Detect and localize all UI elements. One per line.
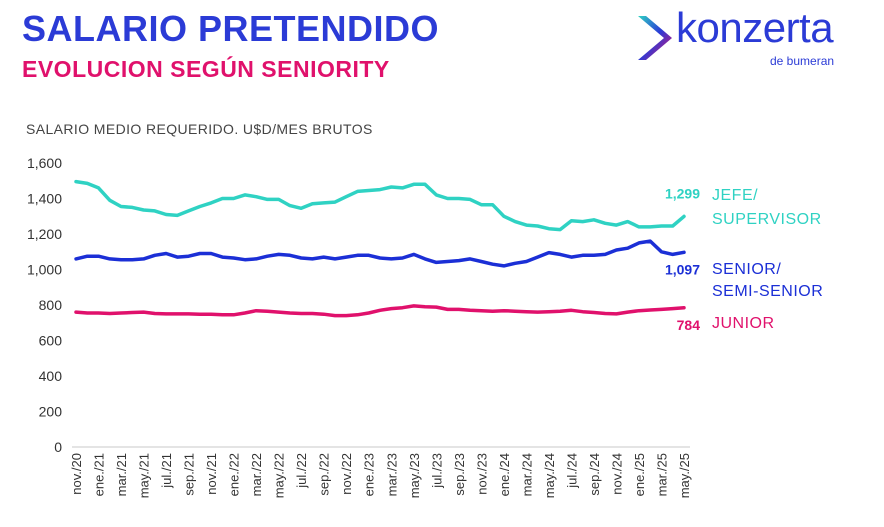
last-value-label-jefe: 1,299	[665, 185, 700, 201]
x-tick-label: jul./22	[294, 453, 309, 489]
series-name-jefe: JEFE/	[712, 187, 758, 204]
x-tick-label: may./22	[272, 453, 287, 498]
last-value-label-junior: 784	[677, 317, 701, 333]
series-name-senior: SENIOR/	[712, 261, 781, 278]
x-tick-label: ene./21	[92, 453, 107, 496]
x-tick-label: nov./22	[339, 453, 354, 495]
x-tick-label: nov./23	[474, 453, 489, 495]
x-tick-label: sep./21	[182, 453, 197, 496]
x-tick-label: nov./21	[204, 453, 219, 495]
x-tick-label: mar./23	[384, 453, 399, 496]
x-tick-label: sep./22	[317, 453, 332, 496]
x-tick-label: ene./24	[497, 453, 512, 496]
x-tick-label: sep./24	[587, 453, 602, 496]
x-tick-label: mar./22	[249, 453, 264, 496]
series-labels: 1,299 JEFE/SUPERVISOR 1,097 SENIOR/SEMI-SEN…	[665, 185, 823, 332]
last-value-label-senior: 1,097	[665, 261, 700, 277]
x-tick-label: may./24	[542, 453, 557, 498]
y-tick-label: 1,400	[27, 191, 62, 207]
x-tick-label: may./21	[137, 453, 152, 498]
series-name-senior: SEMI-SENIOR	[712, 283, 823, 300]
y-tick-label: 600	[39, 333, 63, 349]
logo-wordmark: konzerta	[676, 4, 834, 51]
y-tick-label: 400	[39, 368, 63, 384]
chart-title: SALARIO MEDIO REQUERIDO. U$D/MES BRUTOS	[26, 121, 373, 137]
series-line-senior	[74, 239, 686, 268]
y-axis: 0 200 400 600 800 1,000 1,200 1,400 1,600	[27, 155, 62, 455]
x-tick-label: nov./20	[69, 453, 84, 495]
konzerta-logo: konzerta de bumeran	[632, 4, 862, 78]
x-tick-label: may./23	[407, 453, 422, 498]
y-tick-label: 200	[39, 404, 63, 420]
x-tick-label: mar./25	[654, 453, 669, 496]
series-line-junior	[74, 304, 686, 318]
x-tick-label: ene./23	[362, 453, 377, 496]
page-subtitle: EVOLUCION SEGÚN SENIORITY	[22, 56, 390, 82]
x-tick-label: mar./21	[114, 453, 129, 496]
series-name-junior: JUNIOR	[712, 315, 775, 332]
x-axis: nov./20 ene./21 mar./21 may./21 jul./21 sep./…	[69, 453, 692, 498]
x-tick-label: may./25	[677, 453, 692, 498]
x-tick-label: ene./22	[227, 453, 242, 496]
x-tick-label: jul./21	[159, 453, 174, 489]
x-tick-label: jul./23	[429, 453, 444, 489]
series-lines	[74, 179, 686, 318]
y-tick-label: 800	[39, 297, 63, 313]
series-name-jefe: SUPERVISOR	[712, 211, 822, 228]
page-title: SALARIO PRETENDIDO	[22, 8, 440, 49]
y-tick-label: 1,600	[27, 155, 62, 171]
x-tick-label: mar./24	[519, 453, 534, 496]
y-tick-label: 1,000	[27, 262, 62, 278]
x-tick-label: nov./24	[609, 453, 624, 495]
logo-tagline: de bumeran	[770, 54, 835, 68]
x-tick-label: jul./24	[564, 453, 579, 489]
y-tick-label: 0	[54, 439, 62, 455]
konzerta-chevron-icon	[638, 16, 672, 60]
y-tick-label: 1,200	[27, 226, 62, 242]
series-line-jefe	[74, 179, 686, 232]
x-tick-label: ene./25	[632, 453, 647, 496]
x-tick-label: sep./23	[452, 453, 467, 496]
